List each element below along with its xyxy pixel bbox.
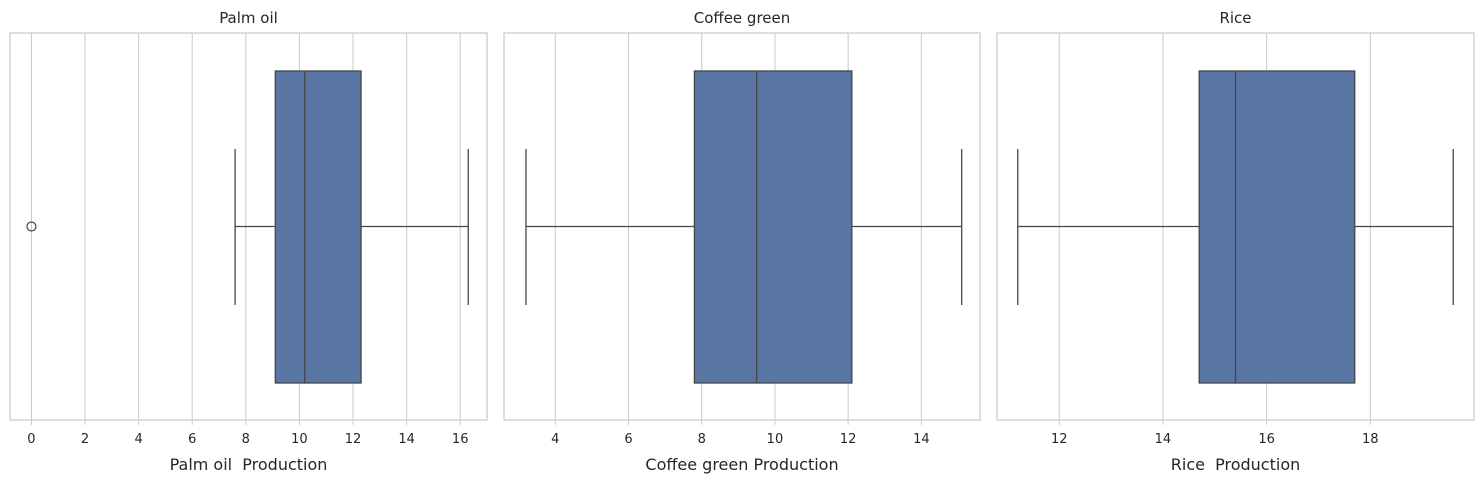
- tick-label: 0: [27, 432, 35, 447]
- tick-label: 8: [242, 432, 250, 447]
- outlier-point: [26, 221, 37, 232]
- tick-label: 4: [134, 432, 142, 447]
- tick-label: 14: [398, 432, 415, 447]
- tick-label: 12: [840, 432, 857, 447]
- tick-label: 14: [1155, 432, 1172, 447]
- chart-title: Palm oil: [219, 9, 278, 27]
- iqr-box: [693, 70, 853, 384]
- plot-frame: [9, 32, 488, 421]
- chart-panel-2: 4 6 8 10 12 14 Coffee green Coffee green Produc…: [503, 9, 981, 474]
- iqr-box: [1198, 70, 1356, 384]
- chart-panel-3: 12 14 16 18 Rice Rice Production: [996, 9, 1475, 474]
- tick-label: 2: [81, 432, 89, 447]
- tick-label: 8: [698, 432, 706, 447]
- tick-label: 14: [913, 432, 930, 447]
- tick-label: 6: [188, 432, 196, 447]
- iqr-box: [274, 70, 362, 384]
- x-axis-label: Rice Production: [1171, 455, 1301, 474]
- tick-label: 10: [291, 432, 308, 447]
- tick-label: 10: [767, 432, 784, 447]
- tick-label: 4: [551, 432, 559, 447]
- tick-label: 12: [345, 432, 362, 447]
- chart-panel-1: 0 2 4 6 8 10 12 14 16 Palm oil Palm oil Production: [9, 9, 488, 474]
- tick-label: 18: [1362, 432, 1379, 447]
- chart-title: Rice: [1219, 9, 1251, 27]
- x-axis-label: Palm oil Production: [170, 455, 328, 474]
- plot-frame: [996, 32, 1475, 421]
- tick-label: 12: [1051, 432, 1068, 447]
- tick-label: 16: [452, 432, 469, 447]
- plot-frame: [503, 32, 981, 421]
- tick-label: 16: [1258, 432, 1275, 447]
- chart-title: Coffee green: [694, 9, 791, 27]
- tick-label: 6: [624, 432, 632, 447]
- x-axis-label: Coffee green Production: [645, 455, 838, 474]
